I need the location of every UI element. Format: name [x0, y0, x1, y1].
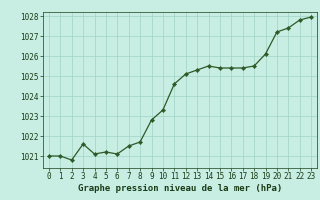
X-axis label: Graphe pression niveau de la mer (hPa): Graphe pression niveau de la mer (hPa) [78, 184, 282, 193]
